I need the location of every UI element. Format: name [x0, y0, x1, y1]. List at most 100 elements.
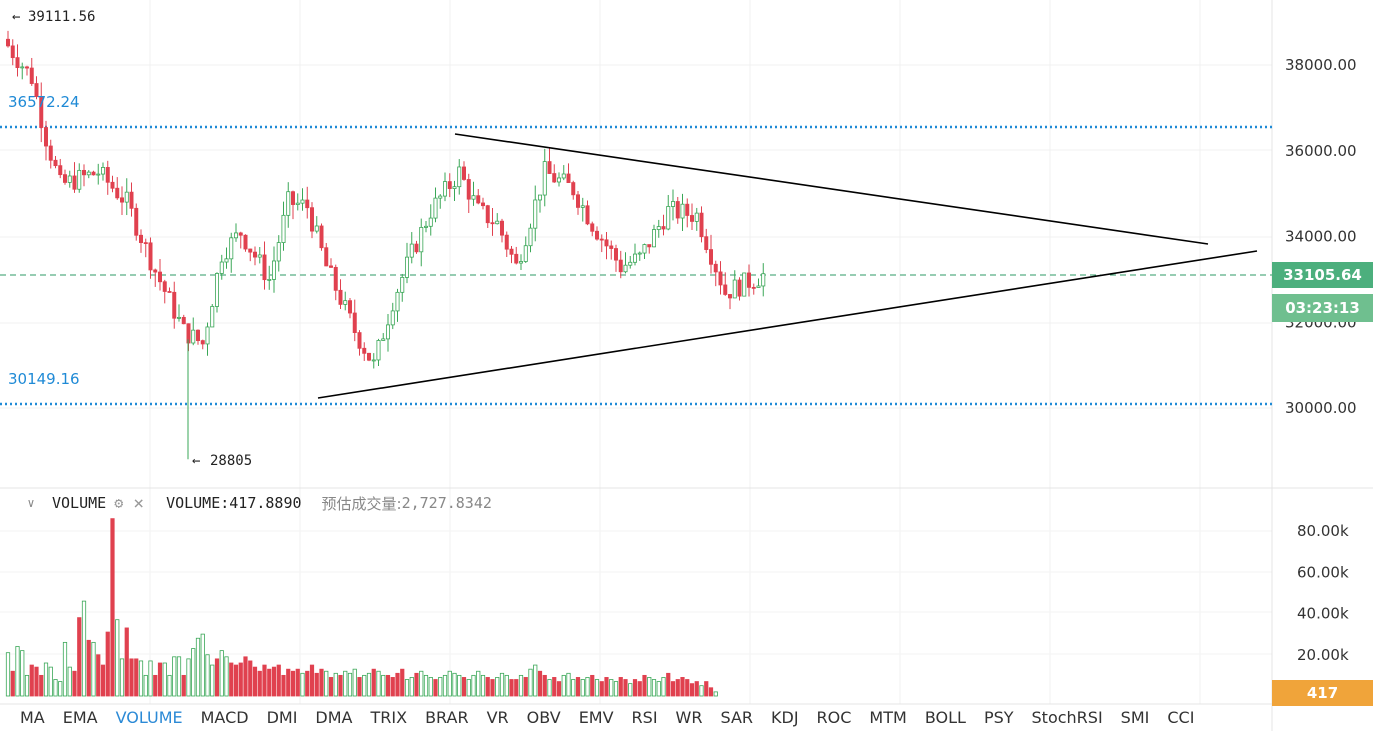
- candle-body: [29, 67, 34, 84]
- volume-bar: [699, 685, 704, 697]
- volume-value-label: VOLUME:417.8890: [166, 494, 302, 512]
- candle-body: [595, 230, 600, 240]
- candle-body: [120, 197, 125, 203]
- volume-bar: [290, 670, 296, 697]
- volume-bar: [328, 677, 334, 697]
- candle-body: [514, 253, 519, 264]
- collapse-chevron-icon[interactable]: ∨: [27, 496, 35, 510]
- volume-bar: [224, 656, 229, 697]
- candle-body: [6, 38, 11, 47]
- candle-body: [290, 191, 295, 205]
- upper-trendline[interactable]: [454, 133, 1209, 245]
- volume-bar: [656, 681, 661, 697]
- volume-bar: [552, 677, 557, 697]
- volume-bar: [509, 679, 514, 697]
- tab-rsi[interactable]: RSI: [631, 708, 658, 727]
- volume-bar: [694, 681, 699, 697]
- volume-bar: [419, 670, 424, 697]
- candle-body: [138, 234, 143, 244]
- volume-bar: [580, 679, 585, 697]
- tab-dmi[interactable]: DMI: [266, 708, 298, 727]
- candle-body: [637, 252, 642, 255]
- candle-body: [495, 220, 500, 225]
- volume-bar: [599, 681, 604, 697]
- volume-bar: [191, 648, 196, 697]
- tab-emv[interactable]: EMV: [578, 708, 614, 727]
- volume-bar: [53, 679, 58, 697]
- settings-gear-icon[interactable]: ⚙: [114, 494, 124, 512]
- volume-indicator-name: VOLUME: [52, 494, 107, 512]
- tab-ma[interactable]: MA: [20, 708, 45, 727]
- volume-bar: [67, 666, 72, 697]
- close-icon[interactable]: ×: [133, 492, 145, 514]
- candle-body: [333, 266, 338, 291]
- low-arrow-icon: ←: [192, 453, 200, 469]
- candle-body: [257, 254, 262, 258]
- tab-wr[interactable]: WR: [675, 708, 703, 727]
- candle-body: [604, 239, 609, 247]
- tab-cci[interactable]: CCI: [1167, 708, 1195, 727]
- volume-tick-label: 80.00k: [1297, 522, 1349, 540]
- volume-bar: [100, 664, 106, 697]
- tab-boll[interactable]: BOLL: [924, 708, 966, 727]
- volume-bar: [708, 687, 714, 697]
- volume-bar: [167, 674, 172, 697]
- candle-body: [504, 234, 509, 250]
- tab-stochrsi[interactable]: StochRSI: [1031, 708, 1103, 727]
- volume-bar: [561, 674, 566, 697]
- candle-body: [338, 289, 343, 305]
- tab-mtm[interactable]: MTM: [869, 708, 907, 727]
- candle-body: [480, 202, 485, 207]
- tab-brar[interactable]: BRAR: [425, 708, 469, 727]
- tab-trix[interactable]: TRIX: [370, 708, 408, 727]
- volume-bar: [585, 677, 590, 697]
- candle-body: [414, 243, 419, 253]
- lower-trendline[interactable]: [317, 250, 1258, 399]
- candle-body: [63, 174, 68, 183]
- tab-psy[interactable]: PSY: [983, 708, 1014, 727]
- tab-sar[interactable]: SAR: [720, 708, 753, 727]
- volume-bar: [271, 666, 277, 697]
- volume-bar: [618, 677, 623, 697]
- volume-bar: [400, 668, 405, 697]
- volume-bar: [523, 677, 528, 697]
- tab-ema[interactable]: EMA: [62, 708, 98, 727]
- candle-body: [747, 272, 752, 288]
- candle-body: [395, 291, 400, 312]
- candle-body: [457, 166, 462, 188]
- candle-body: [523, 245, 528, 262]
- tab-obv[interactable]: OBV: [526, 708, 561, 727]
- candle-body: [286, 191, 291, 216]
- candle-body: [476, 195, 481, 204]
- candle-body: [642, 244, 647, 254]
- volume-bar: [670, 681, 676, 697]
- candle-body: [82, 169, 87, 176]
- candle-body: [542, 161, 547, 196]
- price-tick-label: 36000.00: [1285, 142, 1357, 160]
- candle-body: [423, 225, 428, 228]
- tab-roc[interactable]: ROC: [816, 708, 852, 727]
- volume-bar: [29, 664, 34, 697]
- candle-body: [44, 127, 49, 147]
- volume-bar: [642, 674, 647, 697]
- tab-volume[interactable]: VOLUME: [115, 708, 183, 727]
- candle-body: [680, 203, 685, 219]
- volume-bar: [409, 677, 414, 697]
- candle-body: [319, 225, 324, 249]
- tab-smi[interactable]: SMI: [1120, 708, 1150, 727]
- tab-dma[interactable]: DMA: [315, 708, 353, 727]
- candle-body: [72, 175, 77, 190]
- candle-body: [195, 329, 200, 342]
- tab-macd[interactable]: MACD: [200, 708, 249, 727]
- candle-body: [509, 248, 514, 255]
- volume-tick-label: 60.00k: [1297, 563, 1349, 581]
- candle-body: [442, 181, 447, 197]
- volume-bar: [689, 683, 695, 697]
- volume-bar: [404, 679, 410, 697]
- candle-body: [519, 261, 524, 264]
- candle-body: [39, 96, 44, 128]
- tab-kdj[interactable]: KDJ: [771, 708, 799, 727]
- tab-vr[interactable]: VR: [486, 708, 509, 727]
- low-price-label: 28805: [210, 453, 252, 469]
